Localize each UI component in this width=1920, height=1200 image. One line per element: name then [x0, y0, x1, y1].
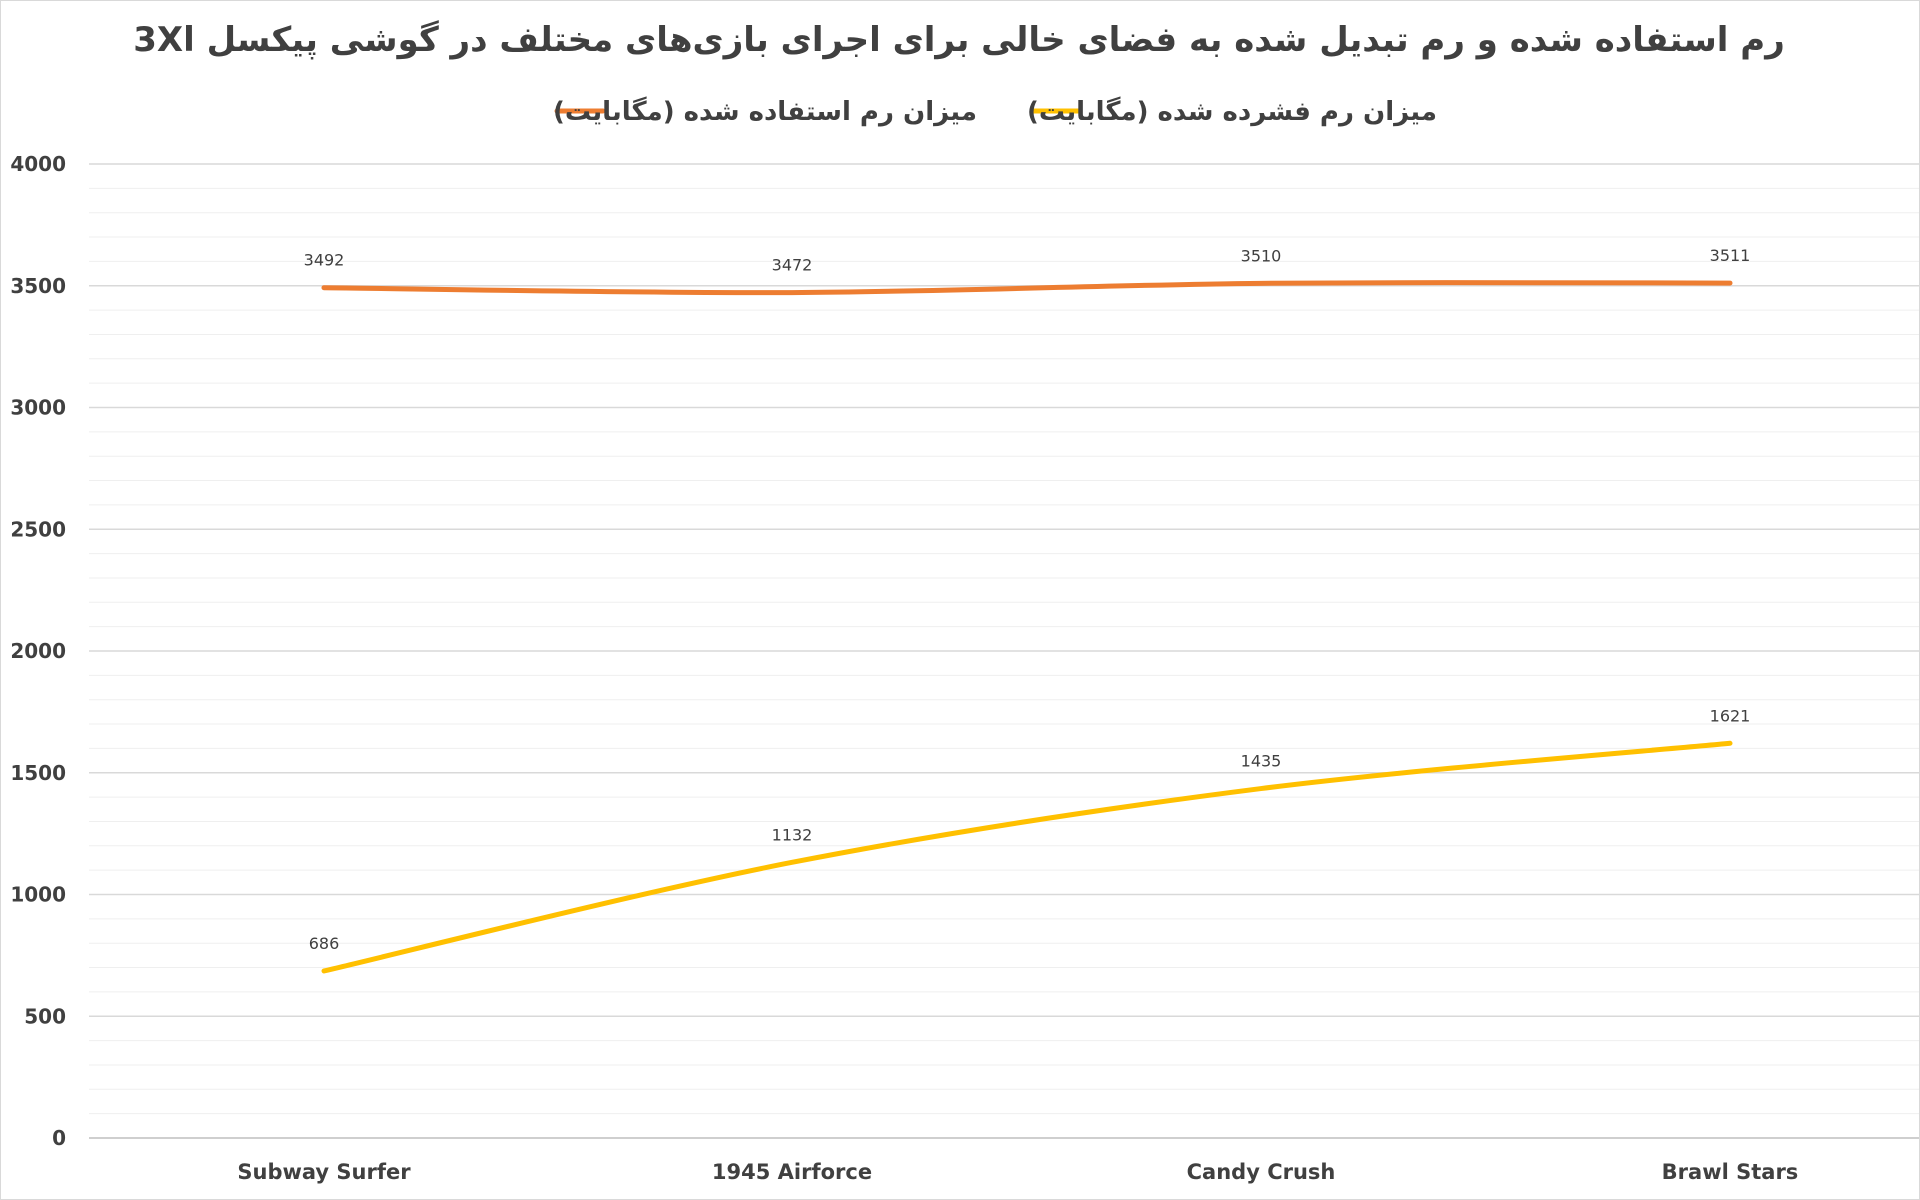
major-gridlines: [89, 163, 1919, 1139]
minor-gridlines: [89, 187, 1919, 1115]
x-tick-label: 1945 Airforce: [712, 1160, 872, 1184]
legend-label: میزان رم استفاده شده (مگابایت): [553, 96, 977, 127]
data-label: 686: [309, 934, 340, 953]
y-tick-label: 3000: [10, 396, 66, 420]
data-label: 1132: [772, 825, 813, 844]
y-tick-label: 2500: [10, 517, 66, 541]
y-tick-label: 1500: [10, 761, 66, 785]
x-tick-label: Subway Surfer: [237, 1160, 411, 1184]
data-label: 3492: [304, 251, 345, 270]
series-line-1: [321, 280, 1733, 296]
y-tick-label: 4000: [10, 152, 66, 176]
x-tick-label: Brawl Stars: [1662, 1160, 1799, 1184]
data-label: 1621: [1710, 706, 1751, 725]
legend-label: میزان رم فشرده شده (مگابایت): [1027, 96, 1437, 127]
series-lines: [321, 280, 1733, 974]
data-label: 3472: [772, 256, 813, 275]
data-label: 1435: [1241, 752, 1282, 771]
y-axis-ticks: 0 500 1000 1500 2000 2500 3000 3500 4000: [10, 152, 66, 1150]
y-tick-label: 1000: [10, 883, 66, 907]
y-tick-label: 0: [52, 1126, 66, 1150]
chart-title: رم استفاده شده و رم تبدیل شده به فضای خا…: [133, 20, 1785, 60]
y-tick-label: 3500: [10, 274, 66, 298]
y-tick-label: 2000: [10, 639, 66, 663]
chart-legend: میزان رم فشرده شده (مگابایت) میزان رم است…: [553, 96, 1437, 127]
data-labels: 3492 3472 3510 3511 686 1132 1435 1621: [304, 246, 1751, 953]
x-axis-ticks: Subway Surfer 1945 Airforce Candy Crush Bra…: [237, 1160, 1798, 1184]
series-line-2: [321, 740, 1733, 974]
data-label: 3510: [1241, 246, 1282, 265]
x-tick-label: Candy Crush: [1187, 1160, 1336, 1184]
y-tick-label: 500: [24, 1004, 66, 1028]
data-label: 3511: [1710, 246, 1751, 265]
